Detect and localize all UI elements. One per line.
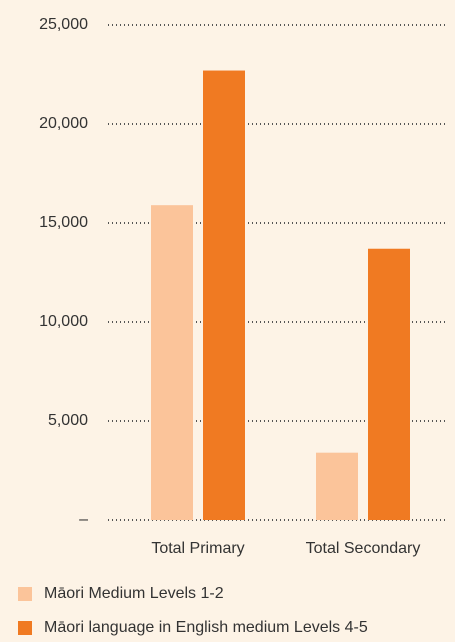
y-tick-label: 5,000 [48,412,88,429]
y-tick-label: 25,000 [39,16,88,33]
bar [368,248,410,521]
y-tick-label: – [79,511,88,528]
y-tick-label: 20,000 [39,115,88,132]
legend-swatch [18,621,32,635]
legend-label: Māori language in English medium Levels … [44,619,368,636]
legend-label: Māori Medium Levels 1-2 [44,585,224,602]
bar [316,452,358,520]
y-tick-label: 10,000 [39,313,88,330]
x-tick-label: Total Primary [151,540,244,557]
legend-swatch [18,587,32,601]
x-tick-label: Total Secondary [306,540,421,557]
y-tick-label: 15,000 [39,214,88,231]
bar [151,205,193,520]
bar [203,70,245,520]
